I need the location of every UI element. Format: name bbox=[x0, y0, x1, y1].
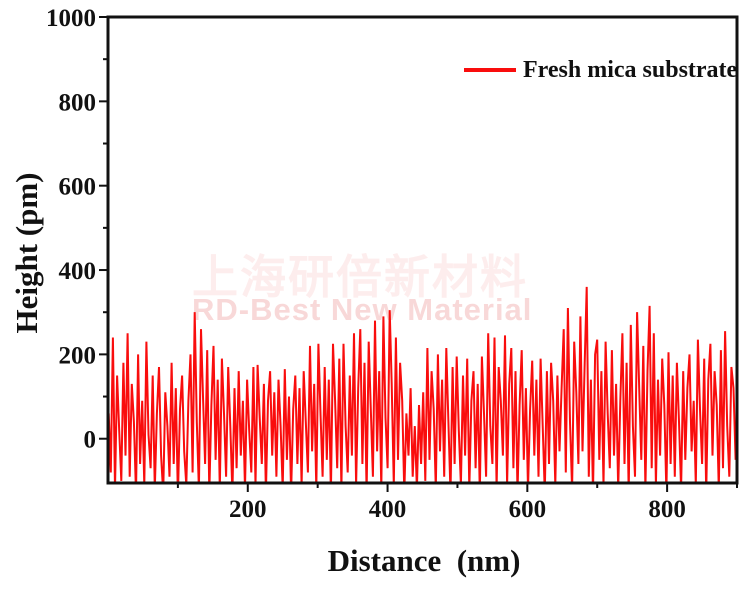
y-tick-label: 600 bbox=[59, 174, 97, 201]
legend: Fresh mica substrate bbox=[464, 57, 737, 83]
legend-line-swatch bbox=[464, 68, 516, 72]
y-tick-label: 800 bbox=[59, 89, 97, 116]
y-axis-title: Height (pm) bbox=[9, 172, 44, 334]
x-tick-label: 600 bbox=[509, 496, 547, 523]
x-tick-label: 800 bbox=[648, 496, 686, 523]
legend-label: Fresh mica substrate bbox=[523, 56, 738, 83]
watermark-english: RD-Best New Material bbox=[192, 292, 533, 327]
y-tick-label: 400 bbox=[59, 258, 97, 285]
y-tick-label: 0 bbox=[84, 427, 97, 454]
watermark-chinese: 上海研倍新材料 bbox=[192, 251, 528, 303]
data-series-line bbox=[108, 286, 737, 483]
x-tick-label: 400 bbox=[369, 496, 407, 523]
y-tick-label: 200 bbox=[59, 342, 97, 369]
x-tick-label: 200 bbox=[229, 496, 267, 523]
chart-frame bbox=[106, 15, 739, 485]
y-tick-label: 1000 bbox=[46, 5, 96, 32]
x-axis-title: Distance (nm) bbox=[327, 543, 521, 578]
